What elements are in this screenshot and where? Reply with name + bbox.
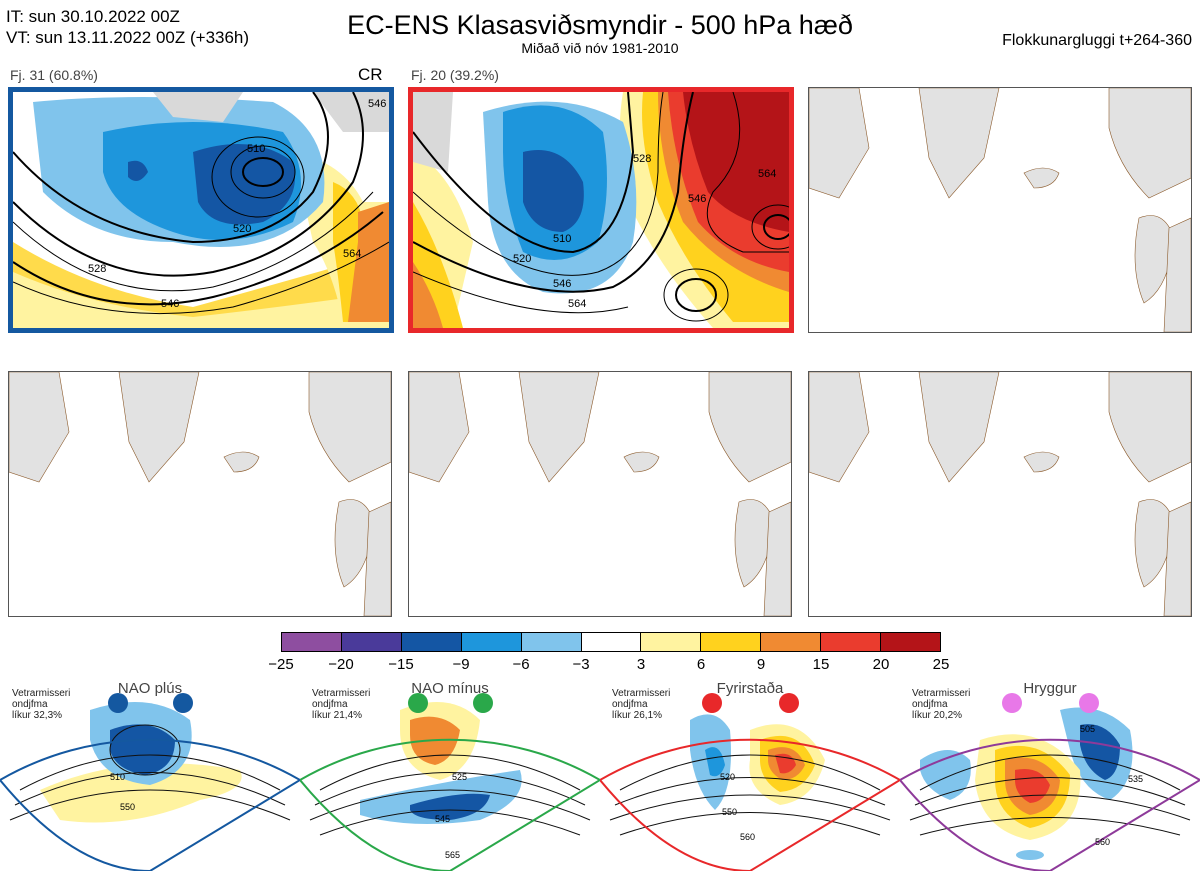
regime-blocking: 520 550 560 Fyrirstaða Vetrarmisseri ondj… <box>598 680 902 873</box>
svg-text:550: 550 <box>120 802 135 812</box>
page-title: EC-ENS Klasasviðsmyndir - 500 hPa hæð <box>347 10 853 40</box>
cluster1-contour-546: 546 <box>161 298 179 310</box>
cluster2-contour-510: 510 <box>553 233 571 245</box>
cluster2-label: Fj. 20 (39.2%) <box>411 67 499 83</box>
cluster1-contour-528: 528 <box>88 263 106 275</box>
regime-prob-nao-minus: Vetrarmisseri ondjfma líkur 21,4% <box>312 688 371 721</box>
cluster1-tag: CR <box>358 65 383 84</box>
colorbar-tick: 3 <box>636 656 646 673</box>
colorbar <box>281 632 941 652</box>
svg-text:525: 525 <box>452 772 467 782</box>
colorbar-tick: −20 <box>328 656 354 673</box>
regime-name-ridge: Hryggur <box>1023 680 1077 697</box>
cluster2-map-svg: 510 520 528 546 564 546 564 <box>413 92 789 328</box>
svg-text:565: 565 <box>445 850 460 860</box>
cluster2-contour-528: 528 <box>633 153 651 165</box>
svg-text:520: 520 <box>720 772 735 782</box>
empty-map-1[interactable] <box>808 87 1192 333</box>
page-subtitle: Miðað við nóv 1981-2010 <box>521 40 679 56</box>
svg-text:550: 550 <box>722 807 737 817</box>
colorbar-swatch <box>581 633 642 651</box>
colorbar-swatch <box>401 633 462 651</box>
colorbar-swatch <box>461 633 522 651</box>
svg-text:545: 545 <box>435 814 450 824</box>
regime-prob-blocking: Vetrarmisseri ondjfma líkur 26,1% <box>612 688 671 721</box>
cluster1-contour-520: 520 <box>233 223 251 235</box>
colorbar-tick: −15 <box>388 656 414 673</box>
colorbar-swatch <box>821 633 882 651</box>
cluster2-contour-546: 546 <box>553 278 571 290</box>
colorbar-tick: −6 <box>512 656 530 673</box>
cluster1-map-svg: 510 520 528 546 564 546 <box>13 92 389 328</box>
colorbar-swatch <box>521 633 582 651</box>
empty-map-3[interactable] <box>408 371 792 617</box>
colorbar-swatch <box>341 633 402 651</box>
colorbar-tick: −9 <box>452 656 470 673</box>
colorbar-tick: 25 <box>932 656 950 673</box>
colorbar-tick: −25 <box>268 656 294 673</box>
cluster2-map[interactable]: 510 520 528 546 564 546 564 <box>408 87 794 333</box>
colorbar-swatch <box>761 633 822 651</box>
colorbar-tick: −3 <box>572 656 590 673</box>
colorbar-swatch <box>701 633 762 651</box>
regime-prob-ridge: Vetrarmisseri ondjfma líkur 20,2% <box>912 688 971 721</box>
run-info: IT: sun 30.10.2022 00Z VT: sun 13.11.202… <box>6 6 249 48</box>
classification-window: Flokkunargluggi t+264-360 <box>1002 32 1192 49</box>
regime-prob-nao-plus: Vetrarmisseri ondjfma líkur 32,3% <box>12 688 71 721</box>
cluster1-label: Fj. 31 (60.8%) <box>10 67 98 83</box>
regime-nao-minus: 525 545 565 NAO mínus Vetrarmisseri ondjf… <box>298 680 602 873</box>
svg-text:505: 505 <box>1080 724 1095 734</box>
cluster1-map[interactable]: 510 520 528 546 564 546 <box>8 87 394 333</box>
it-line: IT: sun 30.10.2022 00Z <box>6 7 180 26</box>
cluster1-contour-564: 564 <box>343 248 361 260</box>
colorbar-tick: 6 <box>696 656 706 673</box>
regime-name-nao-minus: NAO mínus <box>411 680 489 697</box>
cluster2-contour-520: 520 <box>513 253 531 265</box>
cluster2-contour-546b: 546 <box>688 193 706 205</box>
svg-text:560: 560 <box>740 832 755 842</box>
regime-nao-plus: 510 550 NAO plús Vetrarmisseri ondjfma lík… <box>0 680 302 873</box>
svg-text:510: 510 <box>110 772 125 782</box>
regime-name-nao-plus: NAO plús <box>117 680 183 697</box>
cluster1-contour-510: 510 <box>247 143 265 155</box>
regime-ridge: 505 535 560 Hryggur Vetrarmisseri ondjfma… <box>898 680 1200 873</box>
cluster2-contour-564: 564 <box>568 298 586 310</box>
svg-text:560: 560 <box>1095 837 1110 847</box>
regime-name-blocking: Fyrirstaða <box>716 680 784 697</box>
colorbar-swatch <box>641 633 702 651</box>
colorbar-swatch <box>282 633 342 651</box>
cluster1-contour-546b: 546 <box>368 98 386 110</box>
colorbar-tick: 9 <box>756 656 766 673</box>
svg-text:535: 535 <box>1128 774 1143 784</box>
colorbar-swatch <box>881 633 940 651</box>
empty-map-2[interactable] <box>8 371 392 617</box>
vt-line: VT: sun 13.11.2022 00Z (+336h) <box>6 28 250 47</box>
colorbar-tick: 15 <box>812 656 830 673</box>
cluster2-contour-564b: 564 <box>758 168 776 180</box>
empty-map-4[interactable] <box>808 371 1192 617</box>
colorbar-tick: 20 <box>872 656 890 673</box>
